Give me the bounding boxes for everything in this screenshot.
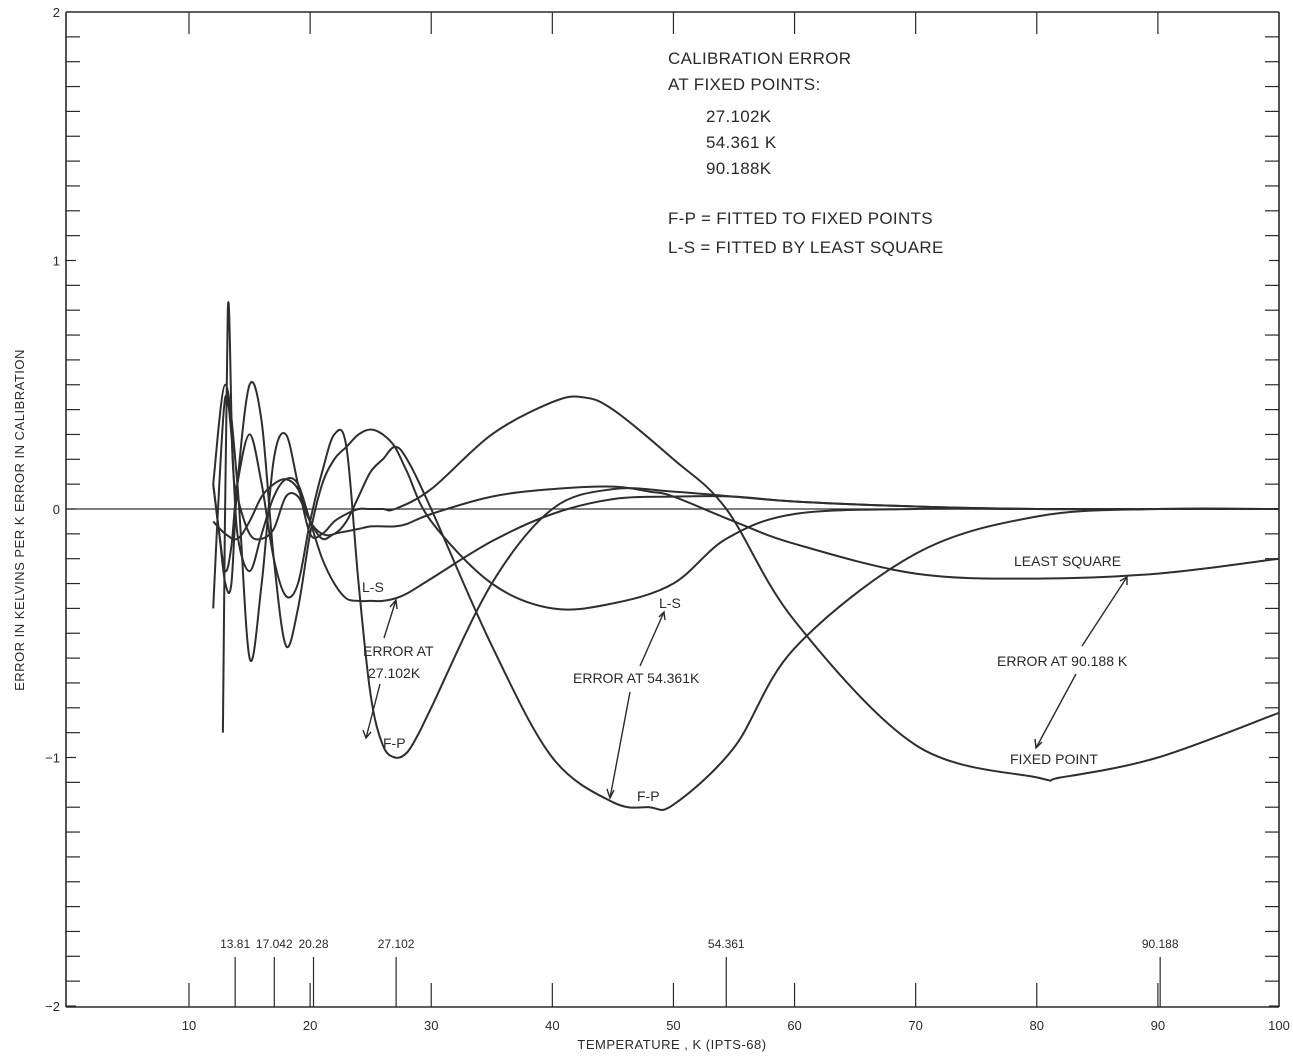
annotation-error-27-line2: 27.102K [368, 665, 421, 681]
annotation-least-square: LEAST SQUARE [1014, 553, 1121, 569]
x-tick-label: 50 [666, 1018, 680, 1033]
series-line-3 [221, 301, 1280, 733]
x-tick-label: 90 [1151, 1018, 1165, 1033]
x-tick-label: 20 [303, 1018, 317, 1033]
fixed-point-label: 13.81 [220, 937, 250, 951]
series-line-6 [212, 383, 1280, 782]
x-tick-label: 80 [1030, 1018, 1044, 1033]
x-ticks: 10 20 30 40 50 60 70 80 90 100 [182, 12, 1290, 1033]
legend-ls: L-S = FITTED BY LEAST SQUARE [668, 238, 944, 257]
arrow-27-up [383, 598, 398, 639]
arrow-90-down [1034, 673, 1077, 750]
x-axis-label: TEMPERATURE , K (IPTS-68) [577, 1037, 766, 1052]
y-tick-label: 1 [53, 254, 60, 269]
x-tick-label: 60 [787, 1018, 801, 1033]
curves [212, 301, 1280, 811]
annotation-error-90: ERROR AT 90.188 K [997, 653, 1128, 669]
series-line-4 [212, 445, 1280, 811]
note-point-3: 90.188K [706, 159, 772, 178]
x-tick-label: 70 [908, 1018, 922, 1033]
x-tick-label: 100 [1268, 1018, 1290, 1033]
y-axis-label: ERROR IN KELVINS PER K ERROR IN CALIBRAT… [12, 349, 27, 691]
x-tick-label: 10 [182, 1018, 196, 1033]
arrow-54-down [606, 691, 631, 800]
annotation-ls-27: L-S [362, 579, 384, 595]
y-tick-label: −1 [45, 751, 60, 766]
arrow-54-up [639, 610, 666, 667]
annotation-fp-54: F-P [637, 788, 660, 804]
annotation-error-54: ERROR AT 54.361K [573, 670, 700, 686]
fixed-point-label: 20.28 [298, 937, 328, 951]
arrow-27-down [362, 683, 381, 740]
y-tick-label: 0 [53, 502, 60, 517]
fixed-point-markers: 13.81 17.042 20.28 27.102 54.361 90.188 [220, 937, 1179, 1007]
note-line1: CALIBRATION ERROR [668, 49, 851, 68]
y-tick-label: −2 [45, 999, 60, 1014]
note-point-2: 54.361 K [706, 133, 777, 152]
annotation-fp-27: F-P [383, 735, 406, 751]
annotation-arrows [362, 575, 1128, 800]
note-line2: AT FIXED POINTS: [668, 75, 820, 94]
annotation-ls-54: L-S [659, 595, 681, 611]
fixed-point-label: 54.361 [708, 937, 745, 951]
series-line-2 [212, 428, 1279, 759]
x-tick-label: 40 [545, 1018, 559, 1033]
fixed-point-label: 90.188 [1142, 937, 1179, 951]
arrow-90-up [1081, 575, 1128, 647]
annotation-fixed-point: FIXED POINT [1010, 751, 1098, 767]
fixed-point-label: 27.102 [378, 937, 415, 951]
fixed-point-label: 17.042 [256, 937, 293, 951]
annotation-error-27-line1: ERROR AT [363, 643, 434, 659]
legend-fp: F-P = FITTED TO FIXED POINTS [668, 209, 933, 228]
y-tick-label: 2 [53, 5, 60, 20]
note-point-1: 27.102K [706, 107, 772, 126]
x-tick-label: 30 [424, 1018, 438, 1033]
y-ticks: 2 1 0 −1 −2 [45, 5, 1279, 1014]
series-line-5 [212, 381, 1279, 649]
